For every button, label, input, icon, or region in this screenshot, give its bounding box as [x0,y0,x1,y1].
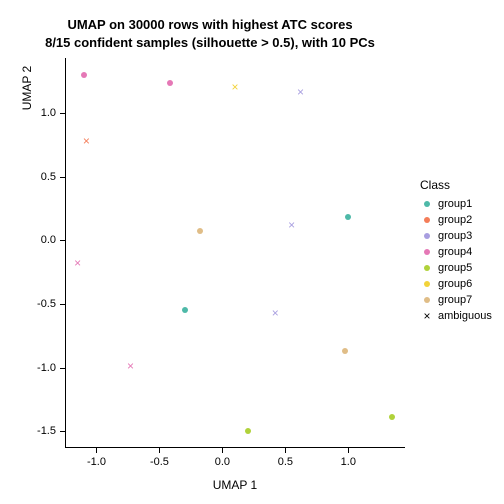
chart-container: UMAP on 30000 rows with highest ATC scor… [0,0,504,504]
y-tick-label: 0.5 [30,171,56,183]
y-tick-label: 1.0 [30,107,56,119]
legend-label: ambiguous [438,310,492,322]
x-axis-line [65,447,405,448]
legend-swatch [420,197,434,211]
legend-swatch [420,261,434,275]
data-point: × [127,360,134,372]
legend-item: group6 [420,276,492,292]
y-tick-label: -0.5 [30,298,56,310]
y-tick [60,431,65,432]
data-point [342,348,348,354]
legend-item: group1 [420,196,492,212]
x-tick-label: -1.0 [87,456,106,468]
legend-label: group3 [438,230,472,242]
legend-label: group5 [438,262,472,274]
legend-item: group5 [420,260,492,276]
data-point: × [288,219,295,231]
legend-swatch [420,213,434,227]
legend-swatch [420,229,434,243]
y-tick [60,113,65,114]
y-tick [60,240,65,241]
y-tick [60,368,65,369]
legend-item: × ambiguous [420,308,492,324]
x-tick-label: 0.0 [215,456,230,468]
y-tick-label: -1.0 [30,362,56,374]
data-point [389,414,395,420]
legend-label: group1 [438,198,472,210]
x-axis-label: UMAP 1 [65,478,405,492]
data-point: × [272,307,279,319]
x-tick [96,448,97,453]
chart-title-line1: UMAP on 30000 rows with highest ATC scor… [0,18,420,33]
y-tick-label: -1.5 [30,425,56,437]
data-point: × [231,81,238,93]
data-point [197,228,203,234]
x-tick [285,448,286,453]
y-tick [60,177,65,178]
legend-item: group2 [420,212,492,228]
legend-item: group7 [420,292,492,308]
legend-label: group4 [438,246,472,258]
x-tick [348,448,349,453]
x-tick [222,448,223,453]
y-tick-label: 0.0 [30,234,56,246]
data-point: × [297,86,304,98]
legend-title: Class [420,178,492,192]
legend-swatch: × [420,309,434,323]
x-tick-label: 0.5 [278,456,293,468]
legend-swatch [420,245,434,259]
legend-swatch [420,277,434,291]
legend: Class group1 group2 group3 group4 group5 grou… [420,178,492,324]
data-point [245,428,251,434]
legend-label: group2 [438,214,472,226]
legend-label: group6 [438,278,472,290]
legend-item: group4 [420,244,492,260]
legend-item: group3 [420,228,492,244]
plot-area: × × × × × × × [65,58,405,448]
x-tick-label: 1.0 [341,456,356,468]
x-tick [159,448,160,453]
data-point [182,307,188,313]
data-point [167,80,173,86]
legend-swatch [420,293,434,307]
data-point [345,214,351,220]
y-axis-line [65,58,66,448]
x-tick-label: -0.5 [150,456,169,468]
y-tick [60,304,65,305]
chart-title-line2: 8/15 confident samples (silhouette > 0.5… [0,36,420,51]
legend-label: group7 [438,294,472,306]
data-point: × [83,135,90,147]
data-point: × [74,257,81,269]
data-point [81,72,87,78]
